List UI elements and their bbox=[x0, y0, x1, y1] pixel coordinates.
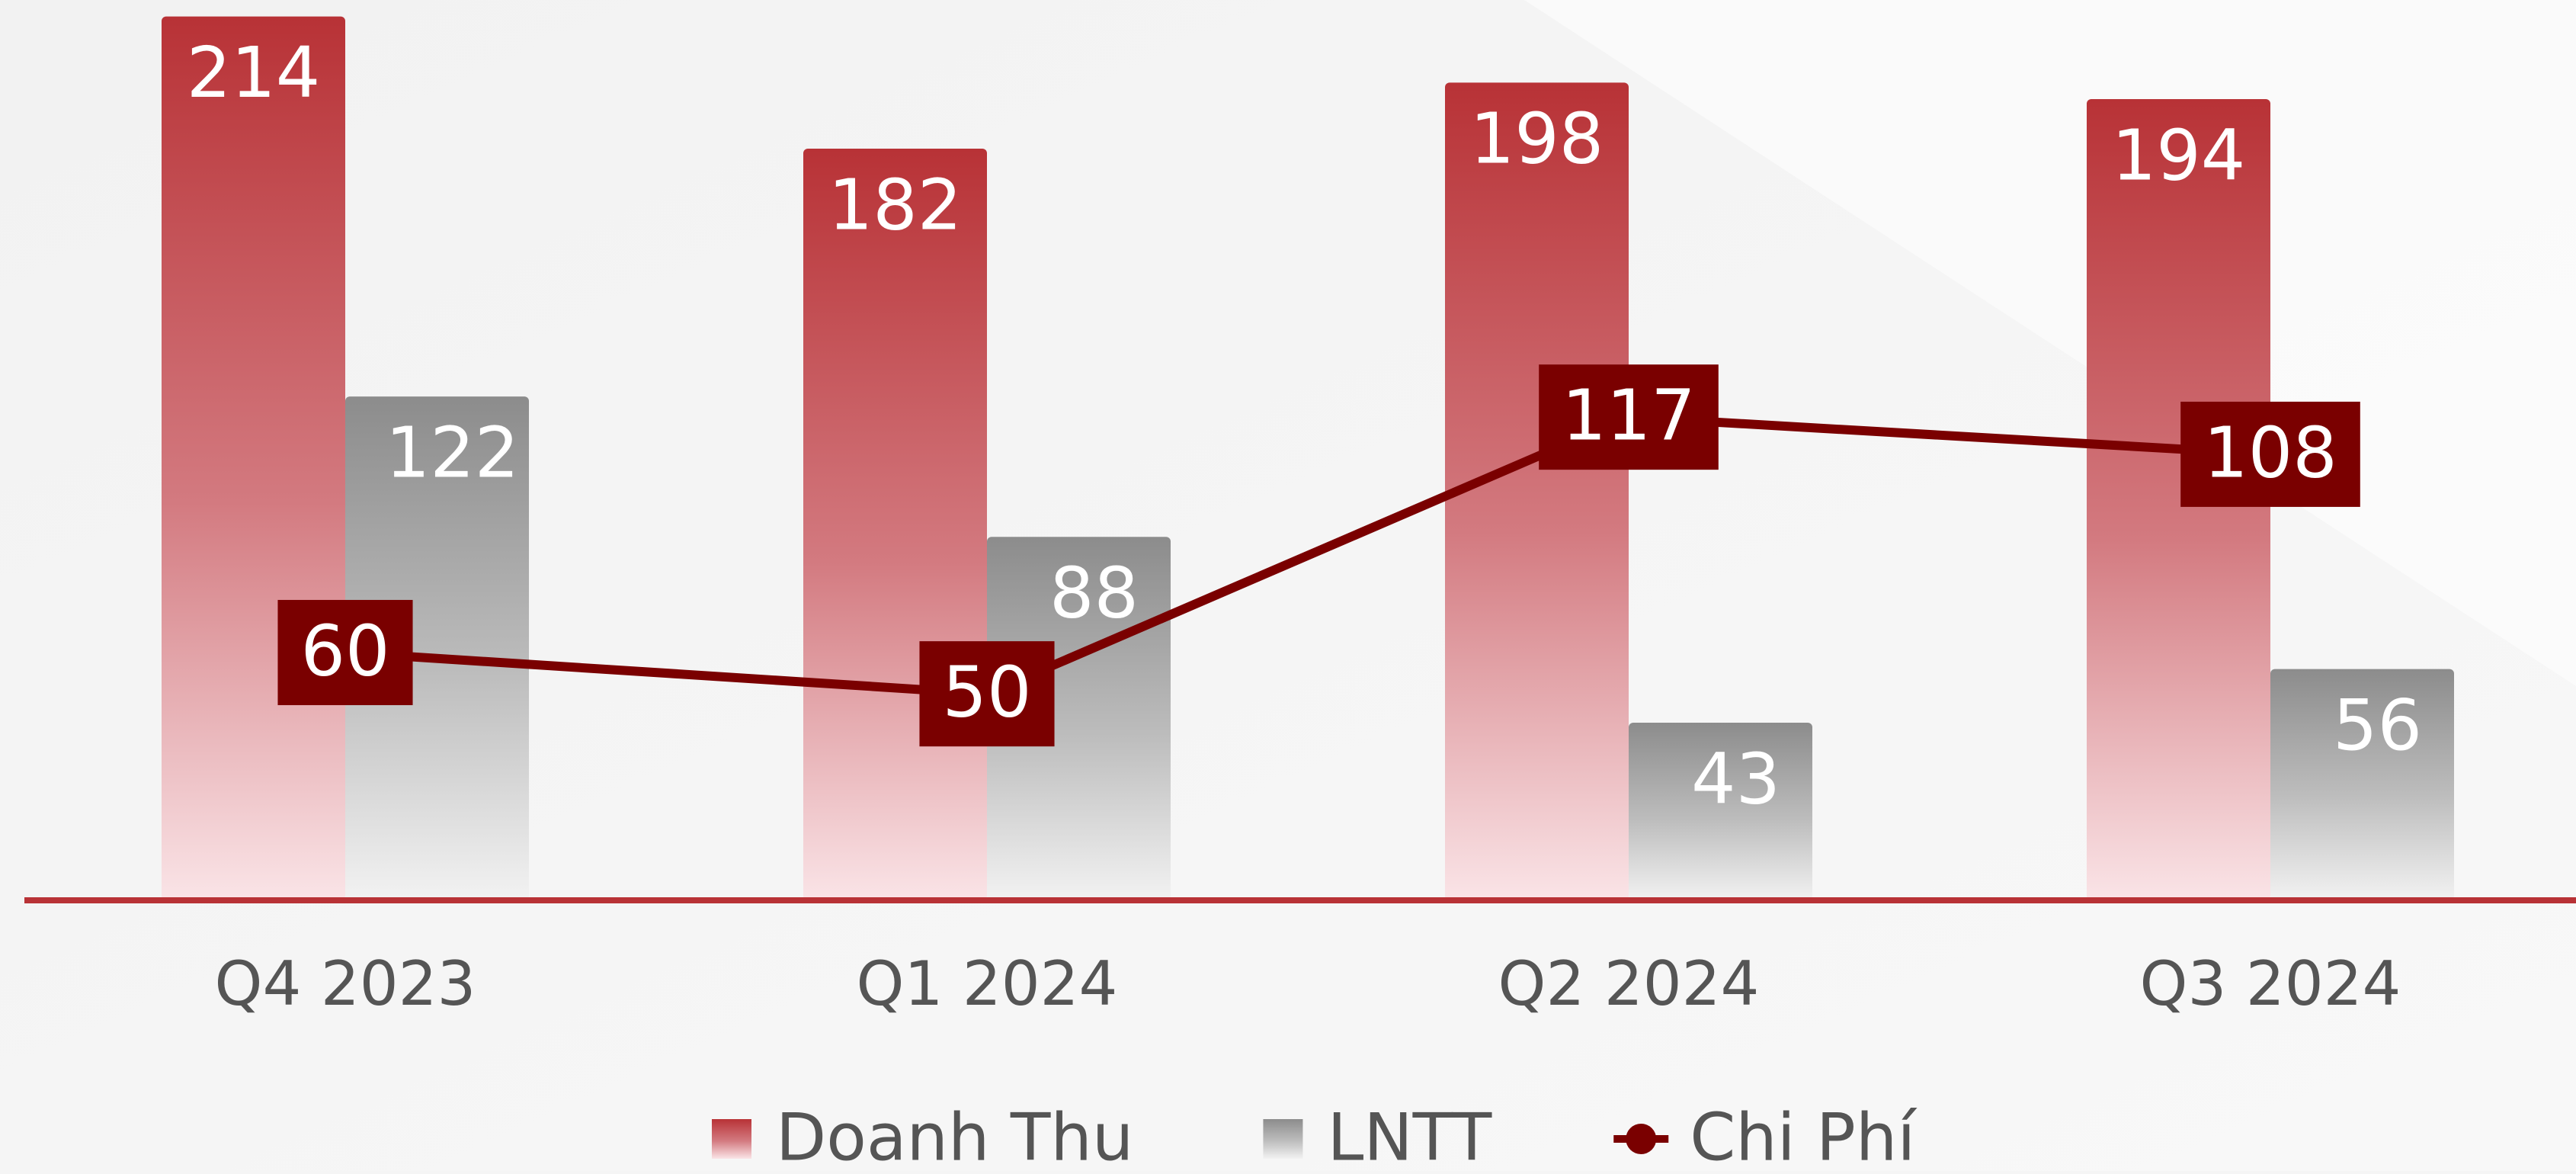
background-shape bbox=[1524, 0, 2576, 686]
x-tick-label: Q4 2023 bbox=[215, 948, 476, 1019]
bar-value-label: 214 bbox=[187, 32, 321, 114]
bar bbox=[2087, 99, 2270, 901]
x-tick-label: Q3 2024 bbox=[2140, 948, 2401, 1019]
label-box bbox=[2180, 401, 2360, 507]
bar bbox=[987, 537, 1171, 900]
x-tick-label: Q1 2024 bbox=[857, 948, 1118, 1019]
legend-label: Doanh Thu bbox=[776, 1099, 1133, 1171]
line-value-label: 50 bbox=[942, 652, 1031, 733]
label-box bbox=[1539, 364, 1719, 470]
legend-label: LNTT bbox=[1327, 1099, 1491, 1171]
line-value-label: 117 bbox=[1562, 375, 1696, 457]
bar bbox=[2270, 669, 2454, 900]
line-value-label: 60 bbox=[300, 610, 389, 691]
legend-marker bbox=[712, 1119, 751, 1159]
line bbox=[344, 412, 2271, 699]
label-box bbox=[919, 641, 1055, 747]
line-value-label: 108 bbox=[2203, 412, 2337, 493]
bar-value-label: 182 bbox=[828, 164, 963, 245]
legend-marker bbox=[1263, 1119, 1303, 1159]
bar bbox=[345, 396, 529, 900]
x-tick-label: Q2 2024 bbox=[1498, 948, 1760, 1019]
label-box bbox=[277, 599, 413, 705]
bar-value-label: 88 bbox=[1049, 553, 1139, 634]
bar bbox=[1629, 723, 1812, 900]
bar-value-label: 198 bbox=[1470, 98, 1604, 180]
bar bbox=[1445, 82, 1629, 900]
bar-value-label: 56 bbox=[2333, 685, 2422, 766]
bar-value-label: 122 bbox=[386, 412, 520, 493]
bar bbox=[162, 16, 345, 901]
legend-marker bbox=[1626, 1124, 1657, 1154]
legend-label: Chi Phí bbox=[1690, 1099, 1918, 1171]
bar bbox=[803, 149, 987, 900]
bar-value-label: 43 bbox=[1691, 738, 1780, 820]
bar-value-label: 194 bbox=[2112, 114, 2246, 196]
